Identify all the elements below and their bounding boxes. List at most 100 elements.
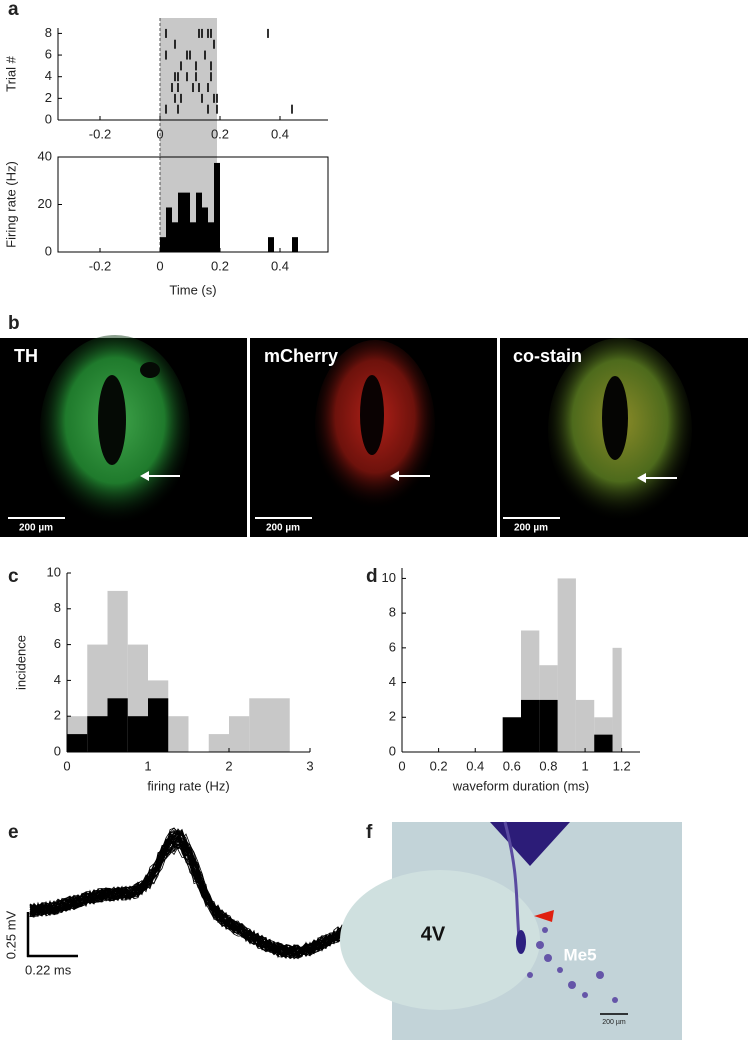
bar [148, 698, 169, 752]
y-tick-label: 8 [54, 600, 61, 615]
y-tick-label: 2 [54, 708, 61, 723]
bar [214, 162, 220, 252]
bar [575, 699, 595, 752]
x-tick-label: 0 [156, 126, 163, 141]
panel-label: c [8, 566, 19, 587]
micrograph: mCherry 200 µm [250, 338, 497, 537]
y-tick-label: 10 [382, 570, 396, 585]
bar [208, 734, 229, 752]
bar [539, 699, 558, 752]
bar [127, 716, 148, 752]
bar [594, 734, 613, 752]
scale-label: 200 µm [602, 1019, 626, 1026]
bar [269, 698, 290, 752]
bar [107, 698, 128, 752]
x-tick-label: 1.2 [613, 758, 631, 773]
x-tick-label: 0 [63, 758, 70, 773]
y-tick-label: 2 [389, 709, 396, 724]
y-tick-label: 2 [45, 90, 52, 105]
bar [160, 237, 166, 252]
histology: 4V Me5 200 µm [340, 821, 682, 1040]
y-tick-label: 10 [47, 564, 61, 579]
trace [29, 828, 391, 959]
region-label: 4V [421, 923, 446, 945]
x-tick-label: 0.4 [466, 758, 484, 773]
bar [557, 578, 576, 752]
y-axis-label: Trial # [3, 55, 18, 91]
scale-label: 0.25 mV [3, 910, 18, 959]
bar [612, 647, 622, 752]
y-tick-label: 6 [54, 636, 61, 651]
bar [87, 716, 108, 752]
bar [292, 237, 298, 252]
x-axis-label: Time (s) [169, 282, 216, 297]
bar [184, 192, 190, 252]
chart: 0 2 4 6 8 10 0 1 2 3 firing rate (Hz) incidence [13, 564, 313, 793]
y-tick-label: 6 [389, 639, 396, 654]
bar [67, 734, 88, 752]
y-tick-label: 20 [38, 196, 52, 211]
x-tick-label: -0.2 [89, 258, 111, 273]
x-tick-label: 2 [225, 758, 232, 773]
bar [166, 207, 172, 252]
x-tick-label: 0 [398, 758, 405, 773]
micrograph: TH 200 µm [0, 335, 247, 537]
y-tick-label: 6 [45, 46, 52, 61]
scale-label: 200 µm [19, 523, 53, 534]
y-tick-label: 4 [54, 672, 61, 687]
bar [208, 222, 214, 252]
chart: 0 2 4 6 8 10 0 0.2 0.4 0.6 0.8 1 1.2 waveform duratio… [382, 568, 640, 793]
y-axis-label: Firing rate (Hz) [3, 161, 18, 248]
y-tick-label: 40 [38, 148, 52, 163]
panel-label: f [366, 822, 373, 843]
y-tick-label: 8 [45, 25, 52, 40]
x-tick-label: 0.2 [211, 126, 229, 141]
x-tick-label: 1 [581, 758, 588, 773]
y-tick-label: 0 [54, 743, 61, 758]
y-tick-label: 0 [45, 243, 52, 258]
bar [202, 207, 208, 252]
bar [521, 699, 540, 752]
panel-label: a [8, 0, 19, 20]
panel-label: b [8, 313, 20, 334]
bar [268, 237, 274, 252]
panel-label: e [8, 822, 19, 843]
y-tick-label: 8 [389, 605, 396, 620]
y-tick-label: 4 [389, 674, 396, 689]
y-tick-label: 4 [45, 68, 52, 83]
panel-label: d [366, 566, 378, 587]
bar [502, 717, 521, 752]
x-tick-label: 0.8 [539, 758, 557, 773]
x-tick-label: 1 [144, 758, 151, 773]
y-tick-label: 0 [389, 743, 396, 758]
x-axis-label: firing rate (Hz) [147, 778, 229, 793]
x-tick-label: 0.6 [503, 758, 521, 773]
x-tick-label: 0.2 [211, 258, 229, 273]
chart: 0 20 40 -0.2 0 0.2 0.4 Time (s) Firing rate (Hz) [3, 148, 329, 297]
y-tick-label: 0 [45, 111, 52, 126]
bar [168, 716, 189, 752]
bar [190, 222, 196, 252]
waveform [29, 827, 391, 960]
x-tick-label: 0.4 [271, 258, 289, 273]
y-axis-label: incidence [13, 635, 28, 690]
bar [178, 192, 184, 252]
micrograph-label: TH [14, 346, 38, 366]
bar [172, 222, 178, 252]
scale-label: 200 µm [266, 523, 300, 534]
bar [249, 698, 270, 752]
micrograph: co-stain 200 µm [500, 338, 748, 537]
bar [229, 716, 250, 752]
x-tick-label: 0.2 [430, 758, 448, 773]
micrograph-label: mCherry [264, 346, 338, 366]
bar [196, 192, 202, 252]
x-tick-label: 0.4 [271, 126, 289, 141]
trace [29, 841, 391, 959]
micrograph-label: co-stain [513, 346, 582, 366]
x-axis-label: waveform duration (ms) [452, 778, 590, 793]
x-tick-label: -0.2 [89, 126, 111, 141]
chart: 0 2 4 6 8 -0.2 0 0.2 0.4 Trial # [3, 18, 328, 157]
scale-label: 200 µm [514, 523, 548, 534]
